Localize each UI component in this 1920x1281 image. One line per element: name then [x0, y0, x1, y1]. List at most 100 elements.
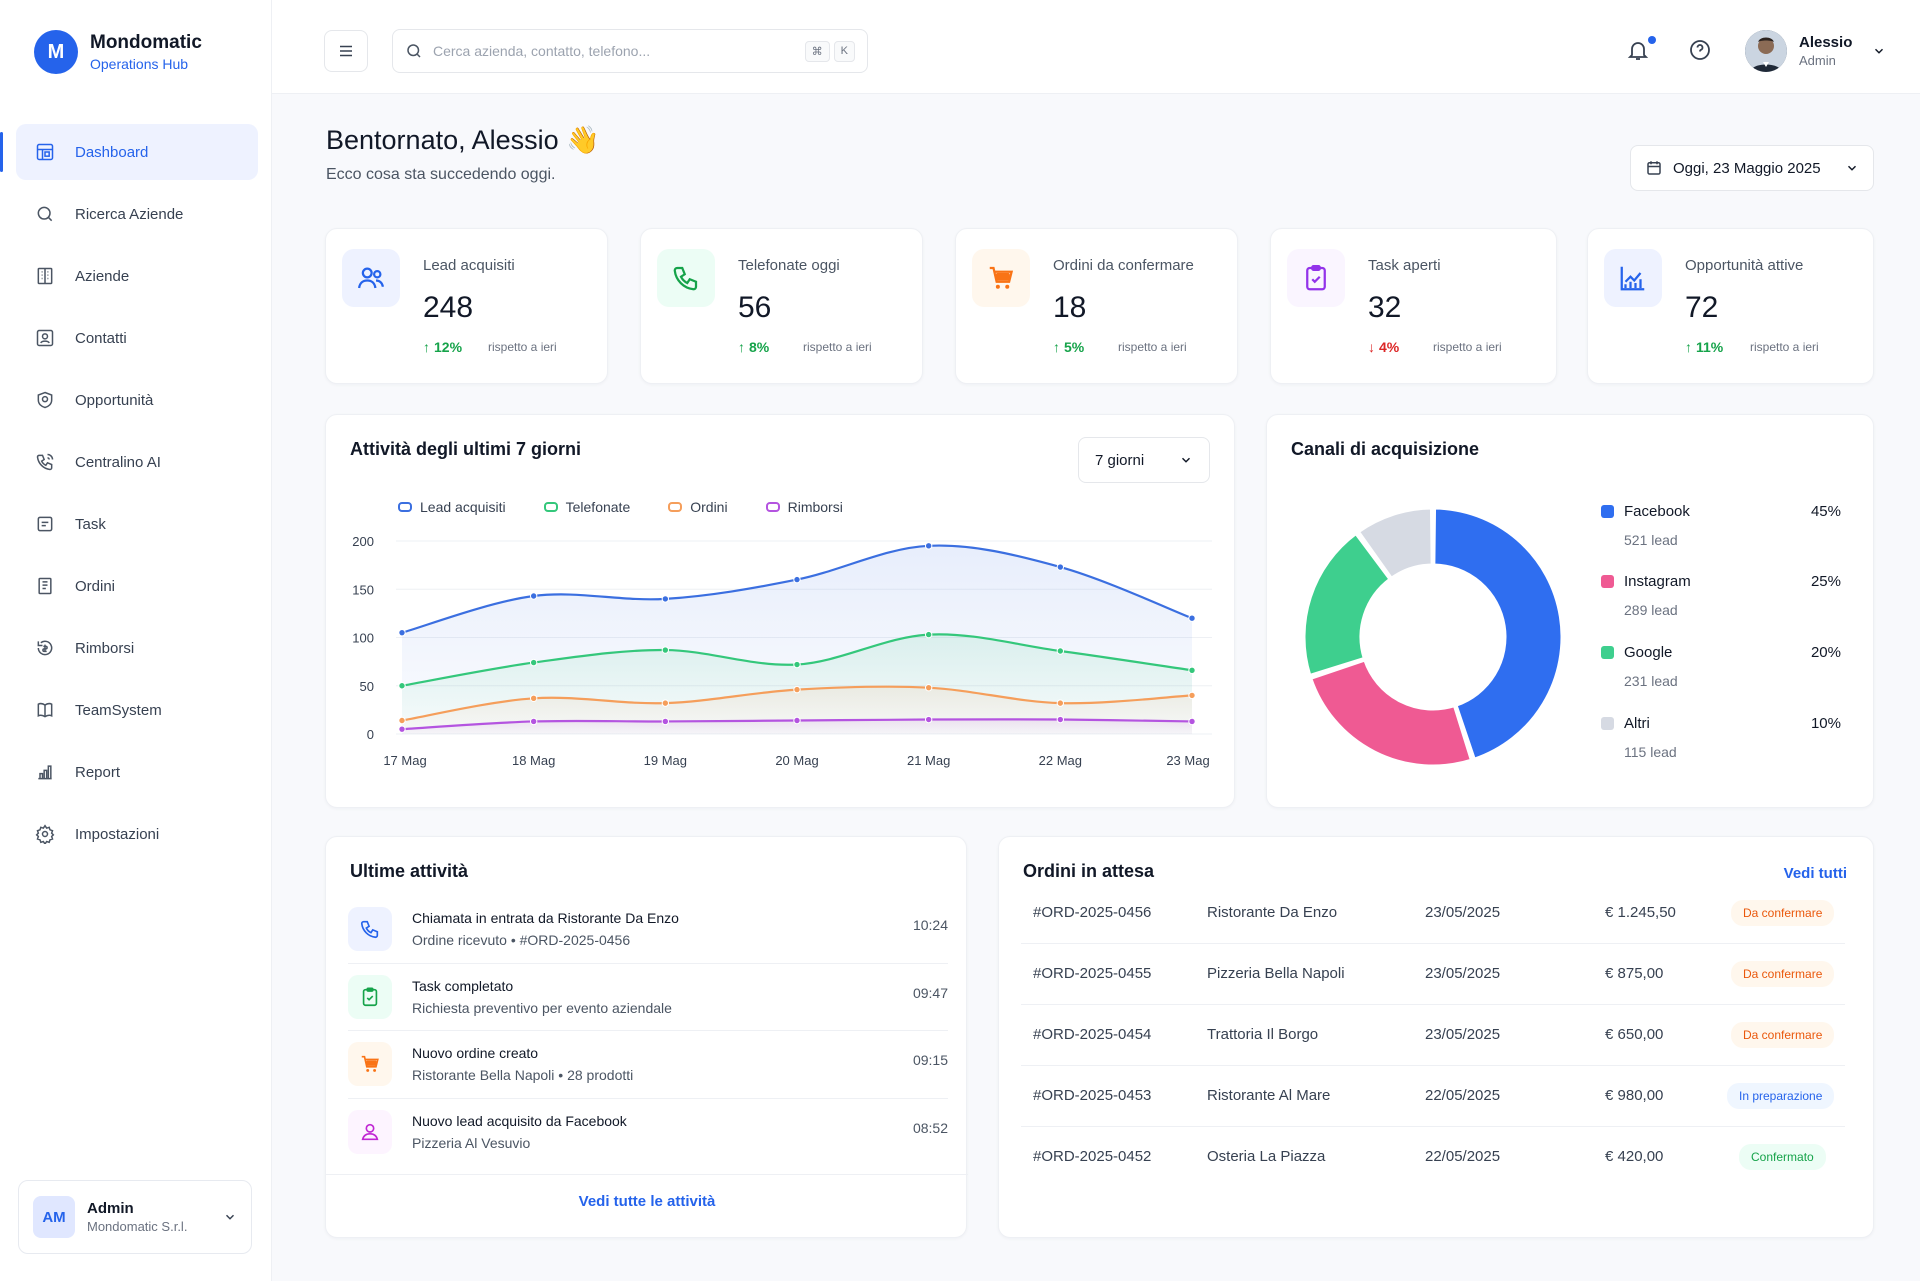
bell-icon[interactable] — [1626, 38, 1650, 62]
legend-item[interactable]: Ordini — [668, 499, 728, 515]
x-tick-label: 19 Mag — [644, 753, 687, 768]
sidebar-item-centralino-ai[interactable]: Centralino AI — [16, 434, 258, 490]
sidebar-item-task[interactable]: Task — [16, 496, 258, 552]
table-row[interactable]: #ORD-2025-0456 Ristorante Da Enzo 23/05/… — [1021, 882, 1845, 943]
x-tick-label: 20 Mag — [775, 753, 818, 768]
sidebar-item-contatti[interactable]: Contatti — [16, 310, 258, 366]
arrow-up-icon: ↑ — [1053, 339, 1060, 355]
activities-card: Ultime attività Chiamata in entrata da R… — [325, 836, 968, 1238]
search-icon — [407, 44, 421, 58]
activity-icon-box — [348, 1110, 392, 1154]
kpi-label: Lead acquisiti — [423, 257, 515, 274]
channel-item-facebook: Facebook 45% 521 lead — [1601, 503, 1841, 548]
activity-time: 09:15 — [912, 1052, 948, 1068]
activity-title: Task completato — [412, 978, 514, 994]
sidebar-item-report[interactable]: Report — [16, 744, 258, 800]
channel-name: Google — [1624, 644, 1673, 661]
divider — [326, 1174, 968, 1175]
donut-slice-facebook[interactable] — [1432, 506, 1564, 762]
page-subtitle: Ecco cosa sta succedendo oggi. — [326, 166, 556, 183]
chart-legend: Lead acquisiti Telefonate Ordini Rimbors… — [398, 499, 843, 515]
sidebar-item-opportunita[interactable]: Opportunità — [16, 372, 258, 428]
sidebar-item-label: Rimborsi — [75, 639, 135, 657]
table-row[interactable]: #ORD-2025-0454 Trattoria Il Borgo 23/05/… — [1021, 1004, 1845, 1065]
arrow-down-icon: ↓ — [1368, 339, 1375, 355]
activity-subtitle: Richiesta preventivo per evento aziendal… — [412, 1000, 672, 1016]
channel-name: Altri — [1624, 715, 1650, 732]
arrow-up-icon: ↑ — [738, 339, 745, 355]
sidebar-item-ricerca-aziende[interactable]: Ricerca Aziende — [16, 186, 258, 242]
table-row[interactable]: #ORD-2025-0453 Ristorante Al Mare 22/05/… — [1021, 1065, 1845, 1126]
divider — [1021, 1065, 1845, 1066]
activity-item[interactable]: Nuovo lead acquisito da Facebook Pizzeria… — [348, 1098, 948, 1166]
channel-leads: 521 lead — [1624, 532, 1678, 548]
data-point — [661, 717, 670, 726]
search-icon — [37, 206, 53, 222]
table-row[interactable]: #ORD-2025-0452 Osteria La Piazza 22/05/2… — [1021, 1126, 1845, 1187]
kpi-delta: ↑ 8% — [738, 339, 770, 355]
kpi-delta: ↑ 12% — [423, 339, 463, 355]
cart-icon — [361, 1055, 379, 1072]
view-all-activities-link[interactable]: Vedi tutte le attività — [578, 1193, 716, 1210]
profile-menu[interactable]: Alessio Admin — [1745, 30, 1886, 72]
kpi-card-lead[interactable]: Lead acquisiti 248 ↑ 12% rispetto a ieri — [325, 228, 608, 384]
channel-name: Facebook — [1624, 503, 1690, 520]
data-point — [793, 685, 801, 694]
donut-slice-google[interactable] — [1302, 531, 1393, 678]
kpi-value: 72 — [1685, 291, 1719, 324]
activity-item[interactable]: Task completato Richiesta preventivo per … — [348, 963, 948, 1031]
status-badge: Da confermare — [1731, 899, 1835, 926]
sidebar-item-aziende[interactable]: Aziende — [16, 248, 258, 304]
legend-label: Rimborsi — [787, 499, 843, 515]
activity-icon-box — [348, 907, 392, 951]
donut-slice-altri[interactable] — [1356, 506, 1434, 581]
divider — [348, 1098, 948, 1099]
legend-item[interactable]: Telefonate — [543, 499, 630, 515]
divider — [348, 1030, 948, 1031]
status-badge: In preparazione — [1727, 1082, 1835, 1109]
sidebar-item-rimborsi[interactable]: Rimborsi — [16, 620, 258, 676]
activity-item[interactable]: Chiamata in entrata da Ristorante Da Enz… — [348, 895, 948, 963]
data-point — [1056, 647, 1065, 655]
brand[interactable]: M Mondomatic Operations Hub — [34, 30, 202, 74]
kpi-label: Opportunità attive — [1685, 257, 1804, 274]
help-icon[interactable] — [1688, 38, 1712, 62]
legend-item[interactable]: Rimborsi — [765, 499, 843, 515]
sidebar-item-teamsystem[interactable]: TeamSystem — [16, 682, 258, 738]
chevron-down-icon — [1181, 457, 1191, 463]
date-picker[interactable]: Oggi, 23 Maggio 2025 — [1630, 145, 1874, 191]
brand-subtitle: Operations Hub — [90, 56, 189, 72]
kpi-delta: ↓ 4% — [1368, 339, 1400, 355]
avatar — [1745, 30, 1787, 72]
activity-item[interactable]: Nuovo ordine creato Ristorante Bella Napo… — [348, 1030, 948, 1098]
sidebar-item-label: Ordini — [75, 577, 116, 595]
card-title: Ordini in attesa — [1023, 861, 1155, 881]
activity-title: Chiamata in entrata da Ristorante Da Enz… — [412, 910, 679, 926]
order-date: 23/05/2025 — [1425, 1026, 1501, 1043]
user-card[interactable]: AM Admin Mondomatic S.r.l. — [18, 1180, 252, 1254]
order-id: #ORD-2025-0456 — [1033, 904, 1152, 921]
sidebar-item-label: TeamSystem — [75, 701, 162, 719]
donut-slice-instagram[interactable] — [1308, 658, 1474, 768]
kpi-card-opportunita[interactable]: Opportunità attive 72 ↑ 11% rispetto a ie… — [1587, 228, 1874, 384]
sidebar-item-impostazioni[interactable]: Impostazioni — [16, 806, 258, 862]
kpi-note: rispetto a ieri — [1118, 340, 1187, 354]
order-date: 23/05/2025 — [1425, 965, 1501, 982]
legend-swatch — [543, 502, 558, 512]
kpi-card-ordini[interactable]: Ordini da confermare 18 ↑ 5% rispetto a i… — [955, 228, 1238, 384]
range-select[interactable]: 7 giorni — [1078, 437, 1210, 483]
search-input[interactable] — [433, 43, 805, 59]
legend-item[interactable]: Lead acquisiti — [398, 499, 506, 515]
kpi-card-task[interactable]: Task aperti 32 ↓ 4% rispetto a ieri — [1270, 228, 1557, 384]
topbar: ⌘ K Alessio Admin — [272, 0, 1920, 94]
table-row[interactable]: #ORD-2025-0455 Pizzeria Bella Napoli 23/… — [1021, 943, 1845, 1004]
sidebar-item-dashboard[interactable]: Dashboard — [0, 124, 258, 180]
orders-card: Ordini in attesa Vedi tutti #ORD-2025-04… — [998, 836, 1874, 1238]
orders-icon — [38, 577, 52, 595]
sidebar-item-ordini[interactable]: Ordini — [16, 558, 258, 614]
menu-button[interactable] — [324, 30, 368, 72]
kpi-card-telefonate[interactable]: Telefonate oggi 56 ↑ 8% rispetto a ieri — [640, 228, 923, 384]
search-bar[interactable]: ⌘ K — [392, 29, 868, 73]
view-all-orders-link[interactable]: Vedi tutti — [1783, 865, 1847, 882]
report-icon — [38, 765, 52, 780]
